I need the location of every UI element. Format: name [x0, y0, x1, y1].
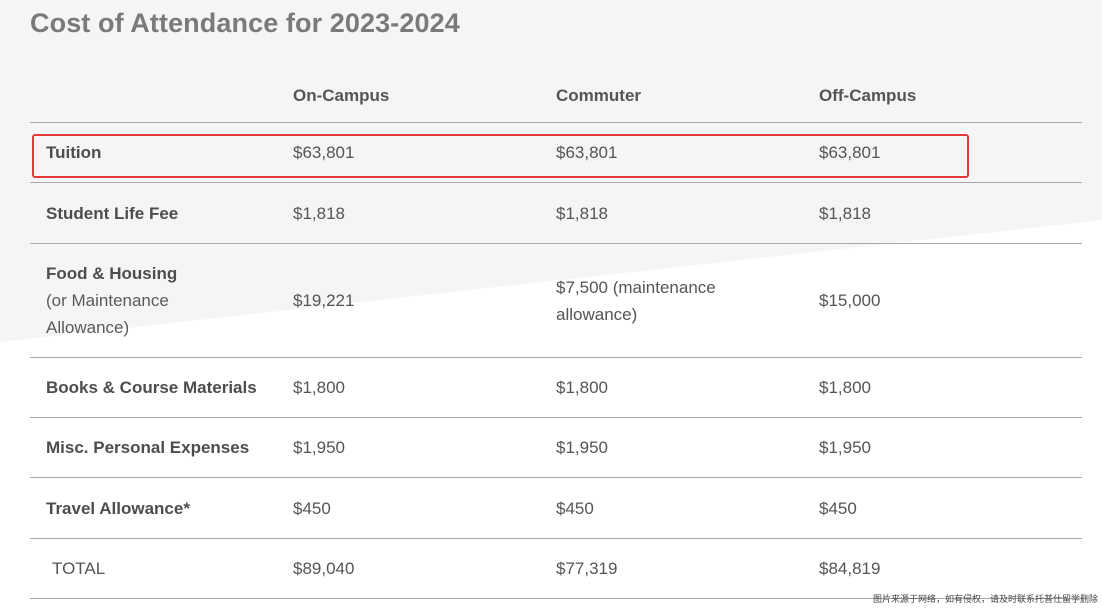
travel-on-campus: $450	[293, 498, 331, 518]
books-on-campus: $1,800	[293, 378, 345, 397]
misc-on-campus: $1,950	[293, 438, 345, 457]
student-life-fee-on-campus: $1,818	[293, 203, 345, 223]
table-row-tuition: Tuition $63,801 $63,801 $63,801	[30, 123, 1082, 183]
total-label: TOTAL	[52, 559, 106, 578]
books-commuter: $1,800	[556, 378, 608, 397]
misc-off-campus: $1,950	[819, 438, 871, 457]
table-row-student-life-fee: Student Life Fee $1,818 $1,818 $1,818	[30, 183, 1082, 244]
books-off-campus: $1,800	[819, 378, 871, 397]
tuition-off-campus: $63,801	[819, 143, 881, 162]
tuition-on-campus: $63,801	[293, 143, 355, 162]
total-on-campus: $89,040	[293, 559, 355, 578]
food-housing-commuter-line-2: allowance)	[556, 304, 638, 324]
table-row-travel: Travel Allowance* $450 $450 $450	[30, 478, 1082, 539]
header-empty	[30, 89, 293, 95]
food-housing-label-sub-1: (or Maintenance	[46, 291, 169, 310]
food-housing-label-main: Food & Housing	[46, 264, 178, 283]
table-row-misc: Misc. Personal Expenses $1,950 $1,950 $1…	[30, 418, 1082, 478]
total-commuter: $77,319	[556, 559, 618, 578]
books-label: Books & Course Materials	[46, 378, 257, 397]
misc-commuter: $1,950	[556, 438, 608, 457]
food-housing-commuter-line-1: $7,500 (maintenance	[556, 277, 716, 297]
header-commuter: Commuter	[556, 85, 642, 105]
cost-table: On-Campus Commuter Off-Campus Tuition $6…	[30, 62, 1082, 599]
header-on-campus: On-Campus	[293, 85, 390, 105]
food-housing-label: Food & Housing (or Maintenance Allowance…	[30, 260, 293, 341]
tuition-commuter: $63,801	[556, 143, 618, 162]
misc-label: Misc. Personal Expenses	[46, 438, 250, 457]
total-off-campus: $84,819	[819, 559, 881, 578]
food-housing-off-campus: $15,000	[819, 291, 881, 310]
table-row-food-housing: Food & Housing (or Maintenance Allowance…	[30, 244, 1082, 358]
travel-off-campus: $450	[819, 498, 857, 518]
header-off-campus: Off-Campus	[819, 85, 917, 105]
student-life-fee-label: Student Life Fee	[46, 203, 179, 223]
food-housing-on-campus: $19,221	[293, 291, 355, 310]
tuition-label: Tuition	[46, 143, 102, 162]
student-life-fee-commuter: $1,818	[556, 203, 608, 223]
food-housing-label-sub-2: Allowance)	[46, 318, 130, 337]
table-row-books: Books & Course Materials $1,800 $1,800 $…	[30, 358, 1082, 418]
watermark-text: 图片来源于网络，如有侵权，请及时联系托普仕留学删除	[872, 594, 1098, 604]
travel-label: Travel Allowance*	[46, 498, 190, 518]
student-life-fee-off-campus: $1,818	[819, 203, 871, 223]
page-title: Cost of Attendance for 2023-2024	[30, 8, 460, 38]
travel-commuter: $450	[556, 498, 594, 518]
table-row-total: TOTAL $89,040 $77,319 $84,819	[30, 539, 1082, 599]
table-header-row: On-Campus Commuter Off-Campus	[30, 62, 1082, 123]
food-housing-commuter: $7,500 (maintenance allowance)	[556, 274, 819, 328]
